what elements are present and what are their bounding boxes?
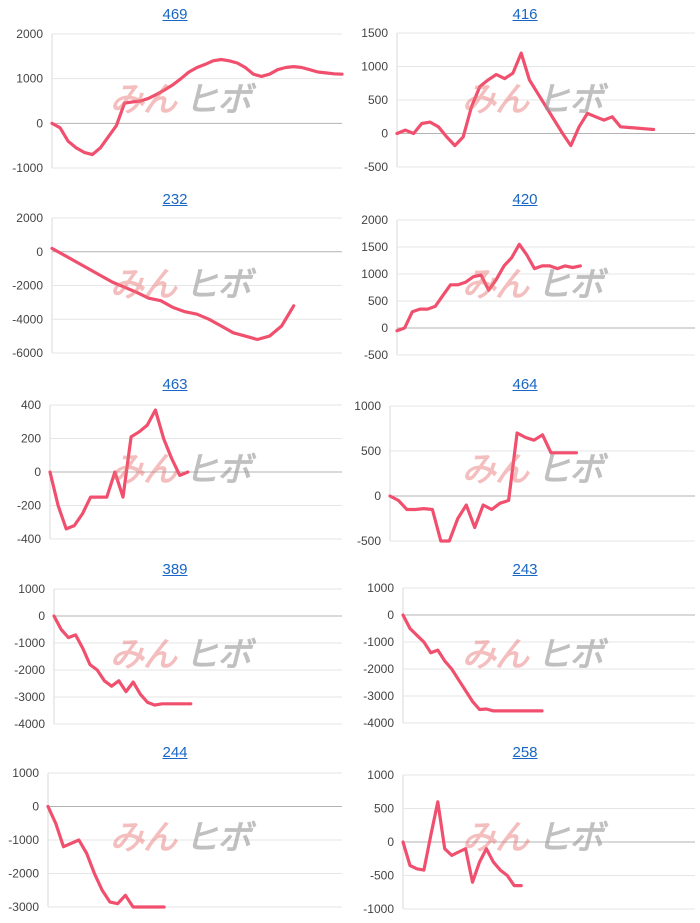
series-line bbox=[48, 408, 190, 531]
y-tick-label: 0 bbox=[381, 321, 388, 335]
chart-panel-258: 1000 500 0 -500 -1000 みん ヒボ 258 bbox=[350, 738, 700, 923]
chart-panel-416: 1500 1000 500 0 -500 みん ヒボ 416 bbox=[350, 0, 700, 185]
y-tick-label: 1000 bbox=[354, 399, 381, 413]
series-line bbox=[401, 613, 544, 713]
chart-title-link[interactable]: 232 bbox=[162, 191, 188, 208]
y-tick-label: -3000 bbox=[14, 690, 45, 704]
y-tick-label: 2000 bbox=[16, 27, 43, 41]
y-tick-label: -200 bbox=[17, 499, 41, 513]
series-line bbox=[50, 57, 344, 157]
line-chart: 1000 500 0 -500 -1000 bbox=[363, 768, 695, 916]
y-tick-label: -4000 bbox=[363, 716, 394, 730]
line-chart: 400 200 0 -200 -400 bbox=[17, 398, 342, 546]
chart-title-link[interactable]: 389 bbox=[162, 561, 188, 578]
y-tick-label: 1500 bbox=[361, 26, 388, 40]
y-tick-label: 500 bbox=[361, 444, 381, 458]
y-tick-label: -3000 bbox=[8, 900, 39, 914]
line-chart: 2000 0 -2000 -4000 -6000 bbox=[12, 211, 342, 360]
chart-panel-244: 1000 0 -1000 -2000 -3000 みん ヒボ 244 bbox=[0, 738, 350, 923]
y-tick-label: 1000 bbox=[16, 72, 43, 86]
series-line bbox=[388, 431, 578, 543]
y-tick-label: -4000 bbox=[12, 312, 43, 326]
y-tick-label: -500 bbox=[364, 160, 388, 174]
y-tick-label: -2000 bbox=[8, 867, 39, 881]
y-tick-label: 0 bbox=[38, 609, 45, 623]
y-tick-label: 0 bbox=[387, 835, 394, 849]
y-tick-label: -1000 bbox=[363, 902, 394, 916]
y-tick-label: -400 bbox=[17, 532, 41, 546]
y-tick-label: 1000 bbox=[367, 581, 394, 595]
y-tick-label: -3000 bbox=[363, 689, 394, 703]
chart-title-link[interactable]: 244 bbox=[162, 744, 188, 761]
chart-title-link[interactable]: 416 bbox=[512, 6, 538, 23]
chart-panel-420: 2000 1500 1000 500 0 -500 みん ヒボ 420 bbox=[350, 185, 700, 370]
chart-title-link[interactable]: 258 bbox=[512, 744, 538, 761]
chart-panel-243: 1000 0 -1000 -2000 -3000 -4000 みん ヒボ 243 bbox=[350, 555, 700, 740]
chart-title-link[interactable]: 420 bbox=[512, 191, 538, 208]
chart-panel-469: 2000 1000 0 -1000 みん ヒボ 469 bbox=[0, 0, 350, 185]
line-chart: 1000 500 0 -500 bbox=[354, 399, 695, 548]
line-chart: 1500 1000 500 0 -500 bbox=[361, 26, 695, 174]
series-line bbox=[52, 614, 193, 707]
y-tick-label: -4000 bbox=[14, 717, 45, 731]
y-tick-label: 500 bbox=[368, 93, 388, 107]
y-tick-label: -6000 bbox=[12, 346, 43, 360]
line-chart: 2000 1000 0 -1000 bbox=[12, 27, 344, 175]
y-tick-label: -2000 bbox=[12, 279, 43, 293]
chart-title-link[interactable]: 463 bbox=[162, 376, 188, 393]
series-line bbox=[50, 246, 296, 342]
y-tick-label: 2000 bbox=[361, 213, 388, 227]
y-tick-label: 0 bbox=[32, 800, 39, 814]
chart-panel-389: 1000 0 -1000 -2000 -3000 -4000 みん ヒボ 389 bbox=[0, 555, 350, 740]
series-line bbox=[46, 804, 166, 909]
line-chart: 1000 0 -1000 -2000 -3000 bbox=[8, 766, 342, 914]
y-tick-label: 1000 bbox=[18, 582, 45, 596]
series-line bbox=[401, 800, 523, 888]
chart-title-link[interactable]: 243 bbox=[512, 561, 538, 578]
series-line bbox=[395, 51, 656, 148]
y-tick-label: 1000 bbox=[12, 766, 39, 780]
y-tick-label: -2000 bbox=[363, 662, 394, 676]
y-tick-label: 200 bbox=[21, 432, 41, 446]
y-tick-label: 1000 bbox=[361, 60, 388, 74]
y-tick-label: 0 bbox=[36, 245, 43, 259]
y-tick-label: -1000 bbox=[8, 833, 39, 847]
chart-panel-463: 400 200 0 -200 -400 みん ヒボ 463 bbox=[0, 370, 350, 555]
y-tick-label: 0 bbox=[374, 489, 381, 503]
series-line bbox=[395, 242, 582, 333]
chart-panel-464: 1000 500 0 -500 みん ヒボ 464 bbox=[350, 370, 700, 555]
y-tick-label: -500 bbox=[370, 869, 394, 883]
y-tick-label: 0 bbox=[36, 116, 43, 130]
y-tick-label: -1000 bbox=[12, 161, 43, 175]
y-tick-label: 500 bbox=[368, 294, 388, 308]
y-tick-label: 0 bbox=[34, 465, 41, 479]
chart-title-link[interactable]: 469 bbox=[162, 6, 188, 23]
y-tick-label: -2000 bbox=[14, 663, 45, 677]
y-tick-label: -500 bbox=[357, 534, 381, 548]
y-tick-label: -1000 bbox=[14, 636, 45, 650]
chart-title-link[interactable]: 464 bbox=[512, 376, 538, 393]
y-tick-label: 0 bbox=[381, 127, 388, 141]
y-tick-label: -1000 bbox=[363, 635, 394, 649]
y-tick-label: 0 bbox=[387, 608, 394, 622]
y-tick-label: 1500 bbox=[361, 240, 388, 254]
line-chart: 1000 0 -1000 -2000 -3000 -4000 bbox=[14, 582, 342, 731]
y-tick-label: 2000 bbox=[16, 211, 43, 225]
y-tick-label: -500 bbox=[364, 348, 388, 362]
y-tick-label: 400 bbox=[21, 398, 41, 412]
y-tick-label: 500 bbox=[374, 802, 394, 816]
y-tick-label: 1000 bbox=[361, 267, 388, 281]
y-tick-label: 1000 bbox=[367, 768, 394, 782]
line-chart: 2000 1500 1000 500 0 -500 bbox=[361, 213, 695, 362]
line-chart: 1000 0 -1000 -2000 -3000 -4000 bbox=[363, 581, 695, 730]
chart-panel-232: 2000 0 -2000 -4000 -6000 みん ヒボ 232 bbox=[0, 185, 350, 370]
